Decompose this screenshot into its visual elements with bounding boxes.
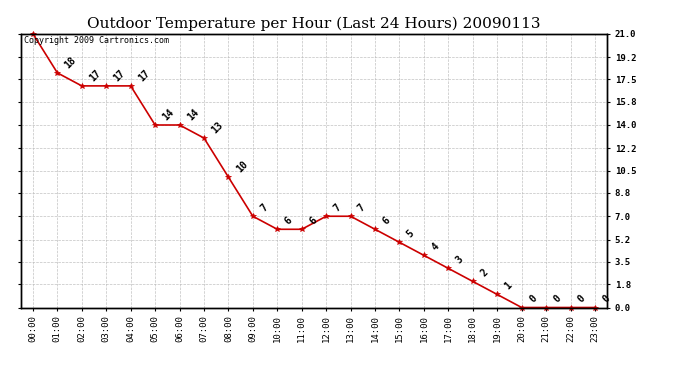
Text: 6: 6 [283,215,294,226]
Text: 4: 4 [429,242,441,253]
Text: 0: 0 [600,294,612,305]
Text: 1: 1 [503,280,514,292]
Text: 17: 17 [136,68,152,83]
Title: Outdoor Temperature per Hour (Last 24 Hours) 20090113: Outdoor Temperature per Hour (Last 24 Ho… [87,17,541,31]
Text: 13: 13 [210,120,225,135]
Text: 0: 0 [527,294,538,305]
Text: 5: 5 [405,228,416,240]
Text: 0: 0 [576,294,587,305]
Text: 14: 14 [161,107,176,122]
Text: Copyright 2009 Cartronics.com: Copyright 2009 Cartronics.com [23,36,168,45]
Text: 7: 7 [356,202,367,213]
Text: 6: 6 [381,215,392,226]
Text: 17: 17 [88,68,103,83]
Text: 6: 6 [307,215,319,226]
Text: 14: 14 [185,107,201,122]
Text: 7: 7 [259,202,270,213]
Text: 17: 17 [112,68,127,83]
Text: 0: 0 [552,294,563,305]
Text: 7: 7 [332,202,343,213]
Text: 2: 2 [478,267,490,279]
Text: 3: 3 [454,254,465,266]
Text: 10: 10 [234,159,249,174]
Text: 18: 18 [63,55,78,70]
